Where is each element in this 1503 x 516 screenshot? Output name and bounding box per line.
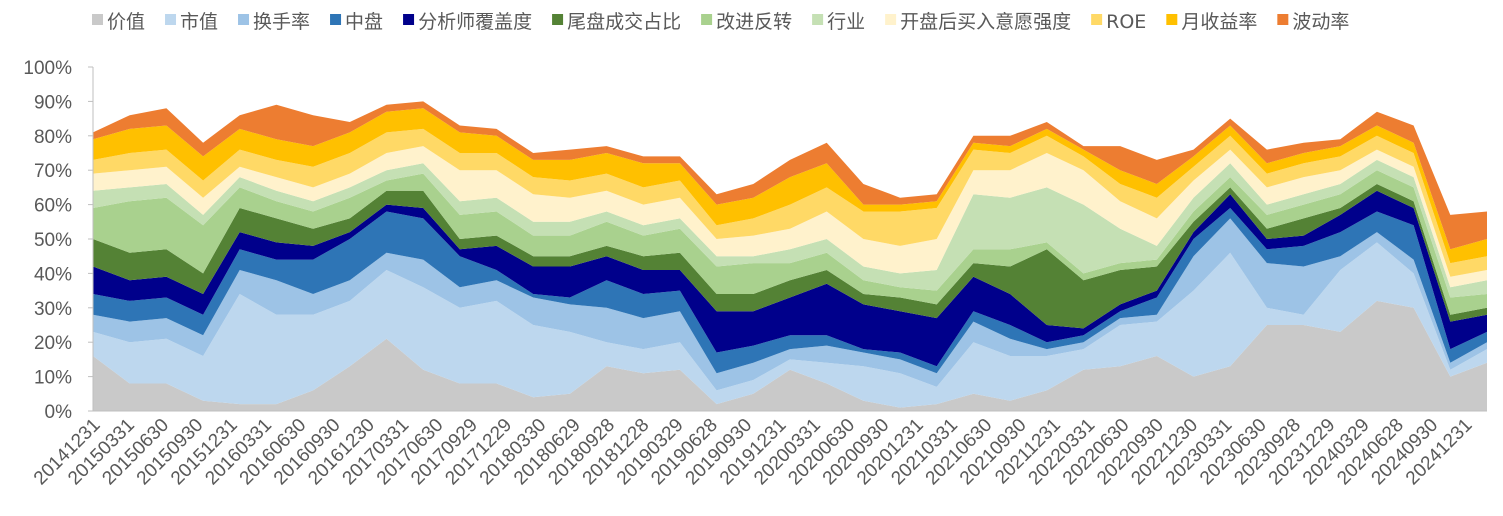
area-series-group (93, 101, 1487, 411)
y-tick-label-6: 60% (34, 196, 72, 217)
y-tick-label-10: 100% (23, 58, 72, 79)
area-series-8 (93, 146, 1487, 288)
area-series-2 (93, 218, 1487, 391)
y-tick-label-2: 20% (34, 333, 72, 354)
legend-label-7: 行业 (827, 11, 865, 33)
legend-label-9: ROE (1106, 11, 1146, 33)
legend-swatch-11 (1277, 14, 1289, 25)
legend-swatch-0 (92, 14, 103, 25)
legend-label-2: 换手率 (253, 11, 310, 33)
legend-swatch-1 (165, 14, 177, 25)
x-axis: 2014123120150331201506302015093020151231… (30, 410, 1487, 489)
area-series-11 (93, 101, 1487, 250)
y-tick-label-0: 0% (45, 402, 73, 423)
legend-label-4: 分析师覆盖度 (418, 11, 532, 33)
legend-label-6: 改进反转 (716, 11, 792, 33)
y-tick-label-3: 30% (34, 299, 72, 320)
legend-label-10: 月收益率 (1181, 11, 1257, 33)
legend-label-5: 尾盘成交占比 (567, 11, 681, 33)
y-tick-label-1: 10% (34, 368, 72, 389)
y-tick-label-5: 50% (34, 230, 72, 251)
area-series-4 (93, 190, 1487, 367)
legend-label-0: 价值 (107, 11, 145, 33)
legend-swatch-10 (1166, 14, 1178, 25)
chart-legend: 价值 市值 换手率 中盘 分析师覆盖度 尾盘成交占比 改进反转 行业 开盘后买入意愿强度 ROE 月… (92, 11, 1349, 33)
legend-swatch-5 (552, 14, 564, 25)
legend-label-11: 波动率 (1292, 11, 1349, 33)
y-tick-label-8: 80% (34, 127, 72, 148)
legend-swatch-6 (701, 14, 713, 25)
legend-swatch-7 (812, 14, 824, 25)
legend-label-8: 开盘后买入意愿强度 (900, 11, 1071, 33)
legend-label-3: 中盘 (345, 11, 383, 33)
y-tick-label-9: 90% (34, 92, 72, 113)
legend-swatch-3 (330, 14, 342, 25)
area-series-3 (93, 208, 1487, 374)
legend-label-1: 市值 (180, 11, 218, 33)
area-series-5 (93, 184, 1487, 329)
legend-swatch-8 (885, 14, 897, 25)
legend-swatch-2 (238, 14, 250, 25)
area-series-6 (93, 170, 1487, 315)
y-axis: 0% 10% 20% 30% 40% 50% 60% 70% 80% 90% 100% (23, 58, 94, 423)
area-series-0 (93, 300, 1487, 411)
legend-swatch-4 (403, 14, 415, 25)
legend-swatch-9 (1091, 14, 1103, 25)
area-series-10 (93, 108, 1487, 264)
area-series-1 (93, 242, 1487, 408)
y-tick-label-4: 40% (34, 264, 72, 285)
y-tick-label-7: 70% (34, 161, 72, 182)
